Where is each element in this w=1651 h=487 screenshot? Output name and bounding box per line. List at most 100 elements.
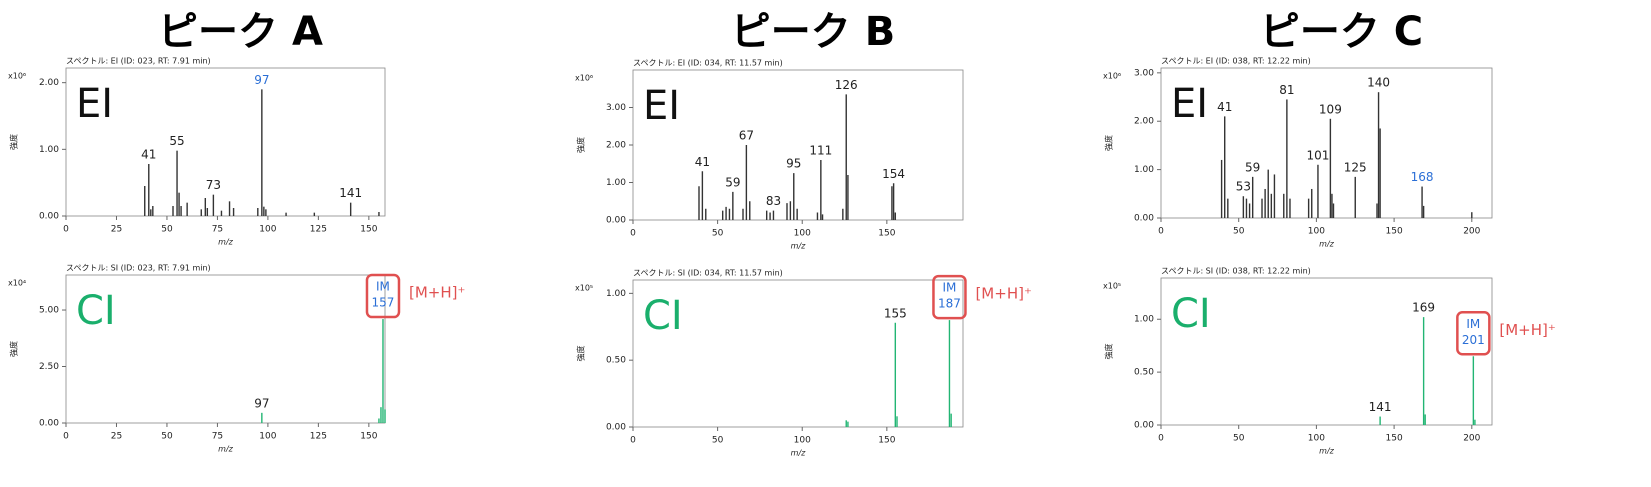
peak	[742, 208, 744, 220]
peak	[728, 208, 731, 220]
x-tick-label: 125	[310, 225, 327, 235]
peak	[1261, 198, 1263, 218]
peak-label: 41	[141, 148, 156, 162]
x-tick-label: 50	[712, 436, 724, 446]
peak-label: 81	[1279, 83, 1294, 97]
peak	[948, 320, 951, 427]
x-tick-label: 50	[161, 432, 173, 442]
y-tick-label: 5.00	[39, 306, 59, 316]
peak	[845, 420, 847, 427]
y-tick-label: 0.00	[1134, 214, 1154, 224]
y-tick-label: 0.00	[606, 423, 626, 433]
peak	[1227, 198, 1229, 218]
peak-label: 157	[372, 296, 395, 310]
peak-label: 111	[809, 144, 832, 158]
peak	[186, 202, 188, 216]
y-tick-label: 0.50	[1134, 368, 1154, 378]
x-axis-label: m/z	[1319, 240, 1334, 249]
x-tick-label: 150	[360, 432, 377, 442]
peak	[176, 150, 178, 216]
plot-frame	[1160, 67, 1493, 219]
peak	[172, 206, 174, 216]
peak	[1354, 176, 1356, 218]
mode-label: EI	[643, 83, 680, 129]
x-tick-label: 200	[1463, 227, 1480, 237]
x-tick-label: 0	[630, 436, 636, 446]
mode-label: CI	[76, 288, 116, 334]
peak	[698, 186, 700, 220]
y-tick-label: 1.00	[1134, 165, 1154, 175]
y-tick-label: 1.00	[606, 289, 626, 299]
x-tick-label: 150	[878, 229, 895, 239]
x-axis-label: m/z	[791, 242, 806, 251]
peak	[1421, 186, 1423, 218]
y-tick-label: 1.00	[1134, 315, 1154, 325]
peak	[285, 212, 287, 216]
peak	[1376, 203, 1378, 218]
peak-label: 141	[339, 186, 362, 200]
peak	[1251, 176, 1254, 218]
peak	[261, 89, 263, 216]
peak	[144, 186, 146, 216]
plot-frame	[632, 279, 964, 428]
ion-note: [M+H]⁺	[1499, 321, 1555, 339]
x-tick-label: 150	[1386, 434, 1403, 444]
ion-box	[1456, 311, 1491, 356]
peak	[894, 212, 897, 220]
peak	[1317, 164, 1319, 218]
peak	[265, 209, 267, 216]
peak	[152, 206, 154, 216]
peak	[1283, 193, 1285, 218]
peak-label: 67	[739, 129, 754, 143]
peak	[892, 183, 895, 220]
x-tick-label: 150	[360, 225, 377, 235]
peak	[732, 191, 734, 220]
x-tick-label: 100	[1308, 434, 1325, 444]
spectrum-header: スペクトル: EI (ID: 038, RT: 12.22 min)	[1161, 57, 1311, 66]
peak-label: 140	[1367, 76, 1390, 90]
peak-label: 41	[695, 155, 710, 169]
y-tick-label: 2.00	[606, 141, 626, 151]
peak	[842, 208, 844, 220]
peak	[257, 208, 259, 216]
peak-label: 109	[1319, 102, 1342, 116]
peak-label: 141	[1369, 400, 1392, 414]
peak	[1311, 188, 1313, 218]
y-tick-label: 3.00	[1134, 68, 1154, 78]
peak-label: 169	[1412, 301, 1435, 315]
x-tick-label: 50	[1233, 227, 1245, 237]
peak	[749, 201, 751, 220]
x-tick-label: 150	[878, 436, 895, 446]
mode-label: EI	[1171, 81, 1208, 127]
peak	[796, 208, 798, 220]
peak	[380, 407, 382, 423]
peak-label: 154	[882, 167, 905, 181]
x-tick-label: 125	[310, 432, 327, 442]
x-tick-label: 0	[1158, 227, 1164, 237]
peak	[1224, 116, 1226, 218]
peak	[847, 421, 849, 427]
x-tick-label: 0	[1158, 434, 1164, 444]
peak	[1273, 174, 1276, 218]
peak	[378, 418, 380, 423]
scale-label: x10⁵	[1103, 282, 1121, 291]
column-title: ピーク B	[731, 9, 895, 55]
peak	[1379, 416, 1381, 425]
y-axis-label: 強度	[576, 137, 586, 153]
peak	[1422, 205, 1425, 218]
peak	[705, 208, 707, 220]
peak	[1289, 198, 1291, 218]
x-tick-label: 100	[1308, 227, 1325, 237]
peak	[725, 206, 727, 220]
plot-frame	[1160, 277, 1493, 426]
peak-label: 59	[725, 175, 740, 189]
peak	[261, 412, 263, 423]
y-tick-label: 2.50	[39, 362, 59, 372]
peak	[1242, 196, 1245, 218]
peak	[1245, 198, 1248, 218]
peak	[232, 208, 235, 216]
ion-tag: IM	[1466, 317, 1480, 331]
peak	[786, 203, 788, 220]
peak	[793, 173, 795, 220]
